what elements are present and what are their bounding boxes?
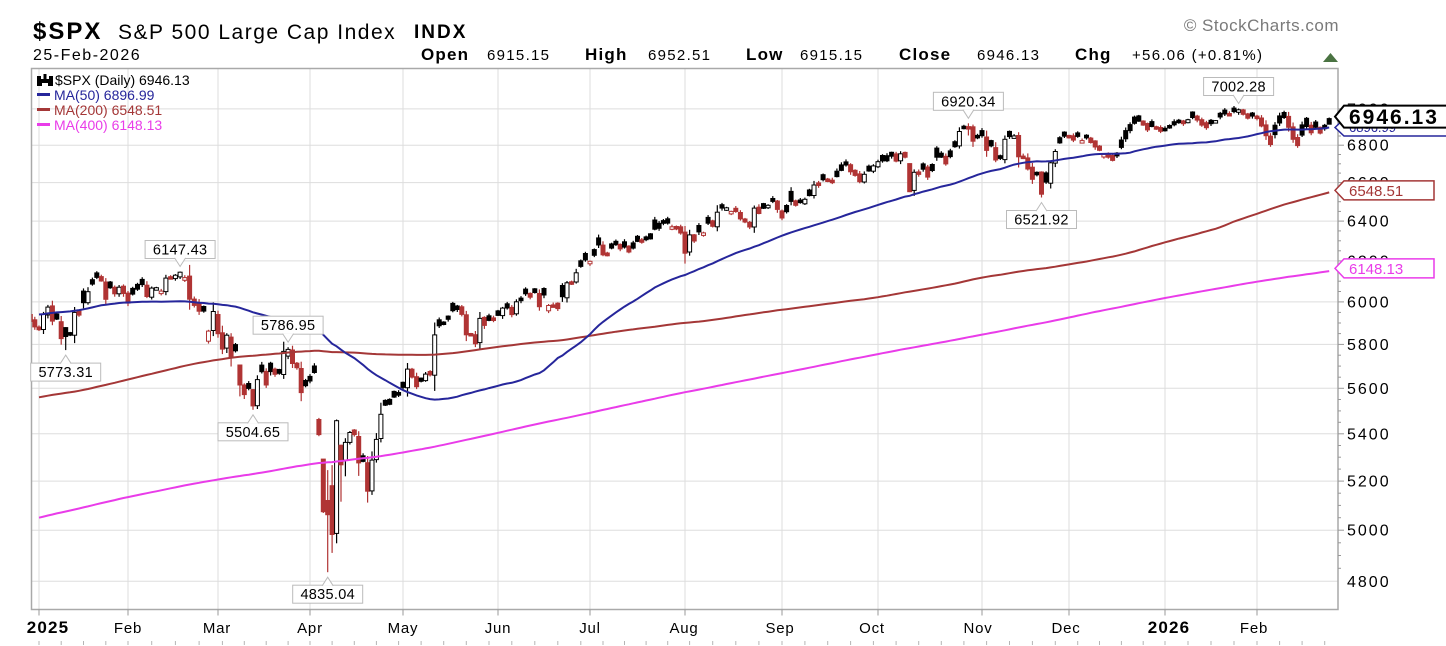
svg-text:6000: 6000 — [1347, 294, 1391, 311]
svg-text:Feb: Feb — [1240, 620, 1268, 637]
svg-text:6946.13: 6946.13 — [977, 47, 1040, 64]
svg-text:6915.15: 6915.15 — [487, 47, 550, 64]
svg-text:© StockCharts.com: © StockCharts.com — [1184, 16, 1339, 35]
svg-text:Close: Close — [899, 45, 951, 64]
svg-text:Dec: Dec — [1051, 620, 1080, 637]
svg-text:Low: Low — [746, 45, 784, 64]
svg-text:MA(400) 6148.13: MA(400) 6148.13 — [54, 117, 162, 133]
svg-text:25-Feb-2026: 25-Feb-2026 — [33, 47, 141, 64]
svg-text:6952.51: 6952.51 — [648, 47, 711, 64]
svg-text:6915.15: 6915.15 — [800, 47, 863, 64]
svg-text:INDX: INDX — [414, 22, 467, 43]
svg-text:Apr: Apr — [297, 620, 323, 637]
svg-text:5800: 5800 — [1347, 337, 1391, 354]
svg-text:Jul: Jul — [579, 620, 601, 637]
svg-text:+56.06 (+0.81%): +56.06 (+0.81%) — [1132, 47, 1263, 64]
svg-text:4835.04: 4835.04 — [300, 587, 355, 603]
svg-text:6147.43: 6147.43 — [153, 243, 208, 259]
svg-text:2025: 2025 — [27, 618, 70, 637]
svg-text:6521.92: 6521.92 — [1014, 213, 1069, 229]
svg-text:6800: 6800 — [1347, 138, 1391, 155]
svg-text:6400: 6400 — [1347, 214, 1391, 231]
svg-text:High: High — [585, 45, 628, 64]
svg-text:5786.95: 5786.95 — [261, 318, 316, 334]
svg-text:7002.28: 7002.28 — [1211, 80, 1266, 96]
svg-text:Nov: Nov — [963, 620, 992, 637]
svg-text:May: May — [388, 620, 419, 637]
svg-text:Jun: Jun — [485, 620, 512, 637]
svg-text:$SPX: $SPX — [33, 18, 102, 45]
svg-text:4800: 4800 — [1347, 574, 1391, 591]
svg-text:5000: 5000 — [1347, 523, 1391, 540]
svg-text:5600: 5600 — [1347, 381, 1391, 398]
svg-text:S&P 500 Large Cap Index: S&P 500 Large Cap Index — [118, 21, 396, 44]
svg-text:Open: Open — [421, 45, 469, 64]
svg-text:MA(50) 6896.99: MA(50) 6896.99 — [54, 87, 155, 103]
svg-text:5400: 5400 — [1347, 426, 1391, 443]
svg-text:Oct: Oct — [859, 620, 885, 637]
svg-text:6148.13: 6148.13 — [1349, 261, 1403, 278]
svg-text:Feb: Feb — [114, 620, 142, 637]
svg-text:MA(200) 6548.51: MA(200) 6548.51 — [54, 102, 162, 118]
svg-text:Chg: Chg — [1075, 45, 1112, 64]
svg-text:5504.65: 5504.65 — [226, 425, 281, 441]
svg-text:6920.34: 6920.34 — [941, 94, 996, 110]
svg-text:6946.13: 6946.13 — [1349, 106, 1439, 129]
svg-text:Mar: Mar — [203, 620, 231, 637]
svg-text:Sep: Sep — [765, 620, 794, 637]
svg-text:6548.51: 6548.51 — [1349, 183, 1403, 200]
svg-text:Aug: Aug — [669, 620, 698, 637]
svg-text:5773.31: 5773.31 — [38, 365, 93, 381]
svg-text:2026: 2026 — [1148, 618, 1191, 637]
svg-text:5200: 5200 — [1347, 474, 1391, 491]
svg-text:$SPX (Daily) 6946.13: $SPX (Daily) 6946.13 — [55, 72, 190, 88]
